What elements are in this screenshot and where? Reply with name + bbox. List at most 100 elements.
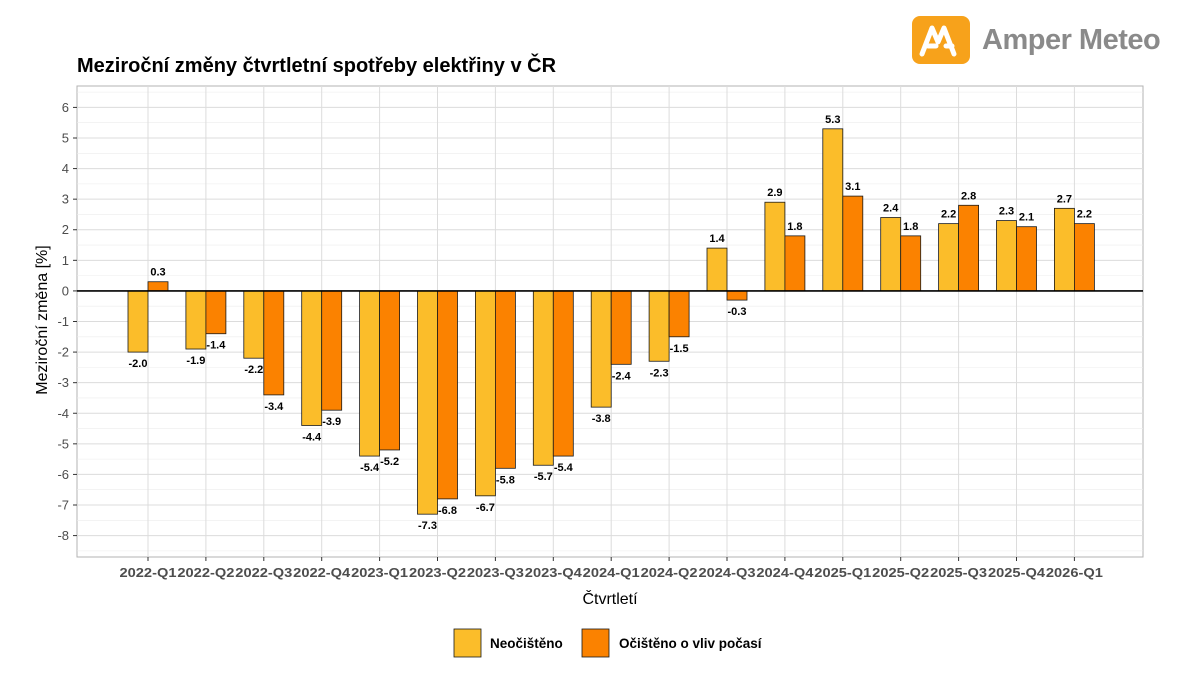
x-axis-ticks: 2022-Q1 2022-Q2 2022-Q3 2022-Q4 2023-Q1 2023-… — [120, 557, 1103, 580]
y-tick-label: 4 — [62, 161, 69, 176]
bar-ocisteno-2022-Q4 — [321, 290, 343, 411]
bar-neocisteno-2023-Q1 — [359, 290, 381, 457]
bar-neocisteno-2023-Q3 — [474, 290, 496, 497]
y-tick-label: 3 — [62, 192, 69, 207]
x-tick-label: 2024-Q4 — [756, 566, 813, 580]
bar-neocisteno-2025-Q3 — [938, 223, 959, 292]
data-label: 1.8 — [903, 221, 918, 233]
bar-neocisteno-2024-Q4 — [764, 201, 786, 292]
legend-swatch-ocisteno — [581, 628, 610, 658]
data-label: -2.0 — [129, 358, 148, 370]
bar-neocisteno-2025-Q4 — [996, 220, 1017, 292]
bar-ocisteno-2025-Q3 — [958, 204, 979, 292]
bar-ocisteno-2024-Q3 — [726, 290, 748, 301]
x-tick-label: 2022-Q4 — [293, 566, 350, 580]
y-tick-label: 5 — [62, 130, 69, 145]
y-axis-label: Meziroční změna [%] — [34, 245, 51, 394]
data-label: 2.7 — [1057, 193, 1072, 205]
data-label: 2.9 — [767, 187, 782, 199]
bar-ocisteno-2023-Q3 — [494, 290, 516, 469]
data-label: -5.4 — [360, 462, 380, 474]
data-label: -1.9 — [186, 355, 205, 367]
data-label: -2.2 — [244, 364, 263, 376]
y-tick-label: 2 — [62, 222, 69, 237]
data-label: 2.2 — [1077, 209, 1092, 221]
data-label: -3.8 — [592, 413, 611, 425]
bar-neocisteno-2022-Q3 — [243, 290, 265, 359]
data-labels: -2.0 -1.9 -2.2 -4.4 -5.4 -7.3 -6.7 -5.7 -3.8 -2.3… — [129, 114, 1093, 532]
bar-neocisteno-2022-Q4 — [301, 290, 323, 426]
bar-neocisteno-2024-Q1 — [590, 290, 612, 408]
legend: Neočištěno Očištěno o vliv počasí — [453, 628, 763, 658]
data-label: 2.1 — [1019, 212, 1034, 224]
x-tick-label: 2022-Q3 — [235, 566, 292, 580]
x-tick-label: 2024-Q3 — [699, 566, 756, 580]
bar-ocisteno-2024-Q2 — [668, 290, 690, 338]
y-tick-label: -4 — [57, 406, 69, 421]
y-tick-label: -5 — [57, 436, 69, 451]
data-label: -2.3 — [650, 367, 669, 379]
x-tick-label: 2025-Q2 — [872, 566, 929, 580]
y-tick-label: 1 — [62, 253, 69, 268]
y-axis-ticks: 6 5 4 3 2 1 0 -1 -2 -3 -4 -5 -6 -7 -8 — [57, 100, 77, 543]
data-label: -4.4 — [302, 431, 322, 443]
y-tick-label: 6 — [62, 100, 69, 115]
bar-neocisteno-2024-Q2 — [648, 290, 670, 362]
y-tick-label: -7 — [57, 498, 69, 513]
bar-ocisteno-2025-Q4 — [1016, 226, 1037, 292]
x-tick-label: 2025-Q4 — [988, 566, 1045, 580]
bar-ocisteno-2024-Q4 — [784, 235, 806, 292]
bar-neocisteno-2023-Q2 — [417, 290, 438, 515]
bar-neocisteno-2023-Q4 — [532, 290, 554, 466]
data-label: -3.9 — [322, 416, 341, 428]
logo-text: Amper Meteo — [982, 24, 1161, 56]
x-tick-label: 2023-Q4 — [525, 566, 582, 580]
data-label: -7.3 — [418, 520, 437, 532]
data-label: 2.8 — [961, 190, 976, 202]
bar-ocisteno-2022-Q1 — [147, 281, 169, 292]
bar-ocisteno-2022-Q3 — [263, 290, 285, 396]
bar-neocisteno-2022-Q1 — [127, 290, 149, 353]
data-label: 1.8 — [787, 221, 802, 233]
data-label: -5.2 — [380, 456, 399, 468]
x-tick-label: 2024-Q1 — [583, 566, 640, 580]
bars-layer — [127, 128, 1095, 515]
bar-ocisteno-2023-Q1 — [379, 290, 401, 451]
data-label: 3.1 — [845, 181, 860, 193]
y-tick-label: -1 — [57, 314, 69, 329]
bar-ocisteno-2025-Q1 — [842, 195, 864, 292]
data-label: -5.8 — [496, 474, 515, 486]
amper-meteo-logo: Amper Meteo — [912, 14, 1161, 68]
x-tick-label: 2022-Q1 — [120, 566, 177, 580]
data-label: 0.3 — [150, 267, 165, 279]
x-tick-label: 2025-Q1 — [814, 566, 871, 580]
y-tick-label: -2 — [57, 345, 69, 360]
bar-ocisteno-2023-Q4 — [552, 290, 574, 457]
legend-label-ocisteno: Očištěno o vliv počasí — [619, 636, 763, 651]
data-label: -1.4 — [206, 340, 226, 352]
data-label: 1.4 — [709, 233, 725, 245]
data-label: 2.2 — [941, 209, 956, 221]
bar-neocisteno-2025-Q2 — [880, 217, 902, 292]
y-tick-label: -3 — [57, 375, 69, 390]
legend-label-neocisteno: Neočištěno — [490, 636, 563, 651]
bar-ocisteno-2025-Q2 — [900, 235, 922, 292]
bar-neocisteno-2025-Q1 — [822, 128, 844, 292]
bar-neocisteno-2024-Q3 — [706, 247, 728, 292]
x-axis-label: Čtvrtletí — [582, 589, 638, 608]
logo-mark-icon — [912, 16, 970, 64]
data-label: -0.3 — [728, 306, 747, 318]
data-label: -3.4 — [264, 401, 284, 413]
chart-title: Meziroční změny čtvrtletní spotřeby elek… — [77, 53, 557, 77]
x-tick-label: 2024-Q2 — [641, 566, 698, 580]
data-label: -6.7 — [476, 502, 495, 514]
bar-ocisteno-2022-Q2 — [205, 290, 227, 335]
data-label: -2.4 — [612, 370, 632, 382]
x-tick-label: 2023-Q1 — [351, 566, 408, 580]
x-tick-label: 2023-Q3 — [467, 566, 524, 580]
data-label: -6.8 — [438, 505, 457, 517]
bar-neocisteno-2022-Q2 — [185, 290, 207, 350]
x-tick-label: 2022-Q2 — [177, 566, 234, 580]
data-label: 2.3 — [999, 206, 1014, 218]
bar-neocisteno-2026-Q1 — [1054, 207, 1075, 292]
